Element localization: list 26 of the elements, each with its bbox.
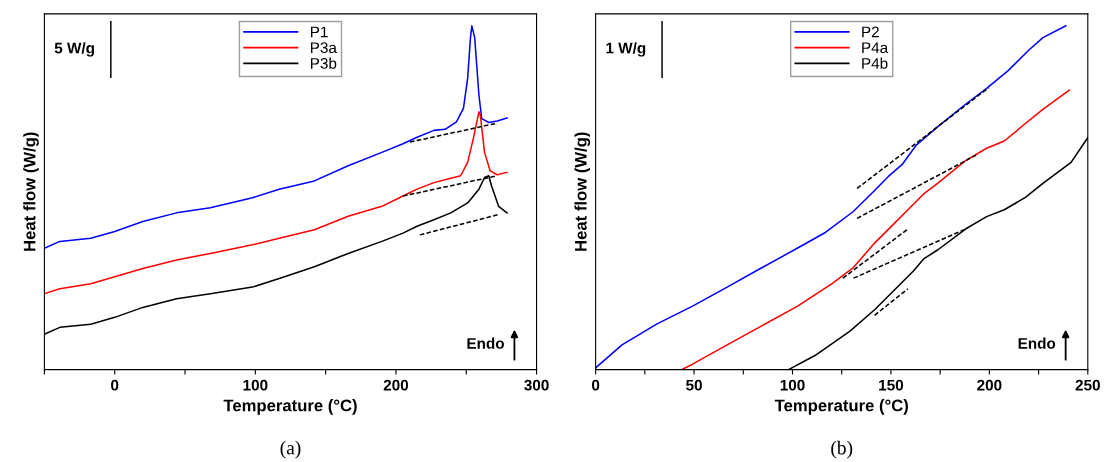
x-tick-label: 50 <box>686 379 702 391</box>
legend-label: P2 <box>862 26 879 38</box>
x-tick-label: 150 <box>879 379 904 391</box>
legend-label: P4a <box>862 42 889 54</box>
text: (b) <box>831 440 853 459</box>
legend-label: P3b <box>310 57 337 69</box>
legend-label: P4b <box>862 57 888 69</box>
y-axis-title: Heat flow (W/g) <box>574 132 591 251</box>
x-tick-label: 0 <box>111 379 119 391</box>
x-tick-label: 200 <box>383 379 409 391</box>
annotation: Endo <box>1018 337 1056 349</box>
x-tick-label: 250 <box>1075 379 1100 391</box>
y-axis-title: Heat flow (W/g) <box>23 132 39 251</box>
x-tick-label: 100 <box>780 379 805 391</box>
x-tick-label: 0 <box>591 379 600 391</box>
annotation: Endo <box>467 337 504 349</box>
x-axis-title: Temperature (°C) <box>774 399 908 415</box>
x-tick-label: 100 <box>243 379 268 391</box>
legend-label: P1 <box>310 26 328 38</box>
text: (a) <box>280 440 301 459</box>
legend-label: P3a <box>310 42 337 54</box>
x-tick-label: 300 <box>524 379 549 391</box>
x-axis-title: Temperature (°C) <box>223 399 357 415</box>
x-tick-label: 200 <box>977 379 1002 391</box>
annotation: 1 W/g <box>606 42 646 57</box>
annotation: 5 W/g <box>54 42 94 57</box>
